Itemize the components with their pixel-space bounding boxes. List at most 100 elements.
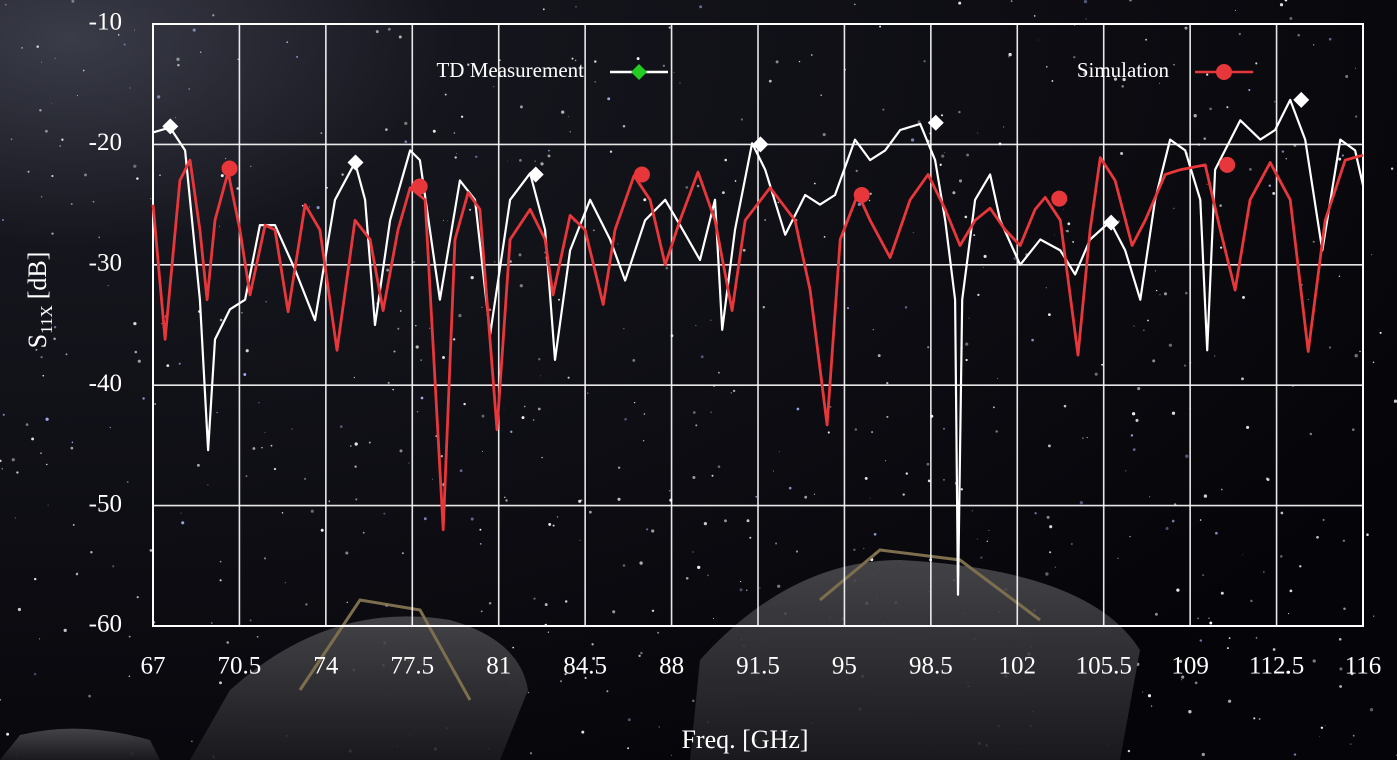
star <box>305 603 308 606</box>
star <box>533 597 536 600</box>
star <box>940 114 944 117</box>
star <box>668 26 671 29</box>
star <box>873 532 877 536</box>
star <box>542 8 545 11</box>
star <box>519 105 523 109</box>
star <box>976 538 978 540</box>
star <box>291 428 293 430</box>
star <box>1143 329 1145 331</box>
star <box>1226 106 1229 109</box>
star <box>1255 62 1258 65</box>
star <box>1049 525 1053 529</box>
star <box>1083 0 1088 4</box>
star <box>1151 705 1153 707</box>
star <box>1203 494 1208 498</box>
star <box>1234 9 1236 11</box>
star <box>540 162 544 166</box>
star <box>695 424 698 427</box>
star <box>150 198 152 200</box>
star <box>72 523 75 526</box>
star <box>853 548 856 551</box>
star <box>1373 615 1375 617</box>
star <box>90 550 93 554</box>
star <box>256 635 259 638</box>
star <box>519 159 522 162</box>
star <box>606 690 609 693</box>
star <box>354 442 358 446</box>
star <box>39 109 42 112</box>
star <box>1067 222 1071 226</box>
star <box>670 754 672 756</box>
star <box>594 81 596 83</box>
star <box>540 375 542 377</box>
star <box>109 426 111 429</box>
star <box>886 415 889 418</box>
star <box>128 675 131 677</box>
star <box>1352 734 1355 737</box>
star <box>1193 114 1197 118</box>
star <box>759 587 761 589</box>
star <box>281 512 284 514</box>
x-tick-label: 116 <box>1345 653 1382 680</box>
star <box>1293 753 1297 756</box>
star <box>612 610 616 614</box>
star <box>847 307 849 310</box>
marker <box>162 118 179 135</box>
star <box>219 560 222 563</box>
star <box>252 447 256 450</box>
star <box>695 324 697 326</box>
star <box>181 521 185 525</box>
star <box>76 95 78 96</box>
star <box>541 456 543 459</box>
star <box>142 397 145 400</box>
star <box>423 517 427 521</box>
star <box>243 373 247 376</box>
star <box>237 58 239 61</box>
star <box>1370 253 1373 256</box>
star <box>547 154 551 158</box>
star <box>639 561 643 565</box>
star <box>53 337 56 341</box>
star <box>250 165 252 167</box>
star <box>1082 437 1084 439</box>
star <box>1250 599 1253 603</box>
star <box>1183 364 1187 367</box>
star <box>474 155 478 159</box>
star <box>1279 3 1284 7</box>
star <box>1280 511 1284 515</box>
star <box>579 539 581 541</box>
y-axis-label-main: S <box>23 334 52 348</box>
star <box>1086 437 1088 439</box>
star <box>212 14 215 17</box>
star <box>1285 157 1288 160</box>
star <box>1220 246 1223 249</box>
star <box>21 46 23 49</box>
star <box>1031 338 1034 342</box>
star <box>1249 168 1252 171</box>
star <box>607 97 611 101</box>
star <box>27 170 30 173</box>
star <box>59 145 61 147</box>
star <box>980 556 983 559</box>
star <box>796 407 800 411</box>
star <box>643 198 647 202</box>
star <box>646 528 649 531</box>
star <box>658 726 660 728</box>
star <box>284 582 286 584</box>
star <box>1147 694 1152 698</box>
star <box>128 635 131 638</box>
star <box>1073 56 1076 59</box>
star <box>1220 591 1224 595</box>
star <box>45 417 49 421</box>
star <box>1145 38 1148 41</box>
star <box>34 577 37 581</box>
star <box>219 225 220 227</box>
star <box>401 552 404 555</box>
star <box>129 87 131 89</box>
star <box>699 5 703 9</box>
star <box>154 403 156 405</box>
star <box>1246 425 1250 429</box>
star <box>742 248 746 252</box>
star <box>216 411 218 414</box>
x-tick-label: 74 <box>313 653 339 680</box>
